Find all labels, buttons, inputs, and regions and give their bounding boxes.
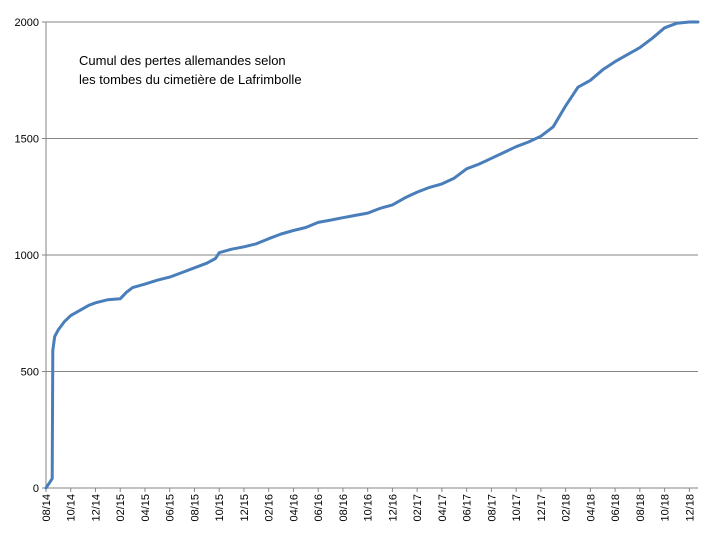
x-tick-label: 04/16 xyxy=(288,494,300,522)
x-tick-label: 10/14 xyxy=(66,494,78,522)
y-tick-labels: 0 500 1000 1500 2000 xyxy=(15,17,39,495)
y-tick-label: 1000 xyxy=(15,250,39,262)
x-tick-labels: 08/14 10/14 12/14 02/15 04/15 06/15 08/15 10/15… xyxy=(41,494,696,522)
x-tick-label: 06/17 xyxy=(462,494,474,522)
x-tick-label: 06/15 xyxy=(165,494,177,522)
x-tick-label: 12/17 xyxy=(536,494,548,522)
x-tick-label: 08/16 xyxy=(338,494,350,522)
series-layer xyxy=(44,20,700,490)
x-tick-label: 12/15 xyxy=(239,494,251,522)
annotation-line-1: Cumul des pertes allemandes selon xyxy=(79,53,286,68)
y-tick-label: 500 xyxy=(21,367,39,379)
x-tick-label: 02/17 xyxy=(412,494,424,522)
x-tick-label: 12/16 xyxy=(387,494,399,522)
x-tick-label: 12/18 xyxy=(684,494,696,522)
x-tick-label: 08/15 xyxy=(189,494,201,522)
x-tick-label: 02/16 xyxy=(264,494,276,522)
series-line-cumulative-losses xyxy=(44,20,700,490)
x-tick-label: 04/15 xyxy=(140,494,152,522)
x-tick-label: 10/15 xyxy=(214,494,226,522)
x-tick-label: 06/16 xyxy=(313,494,325,522)
x-tick-label: 02/15 xyxy=(115,494,127,522)
x-tick-label: 10/17 xyxy=(511,494,523,522)
x-tick-label: 02/18 xyxy=(561,494,573,522)
x-tick-label: 10/18 xyxy=(660,494,672,522)
x-tick-label: 08/18 xyxy=(635,494,647,522)
grid-layer xyxy=(46,21,698,372)
x-tick-label: 04/17 xyxy=(437,494,449,522)
x-tick-label: 08/14 xyxy=(41,494,53,522)
axis-layer xyxy=(42,21,698,492)
x-tick-label: 08/17 xyxy=(486,494,498,522)
x-tick-label: 06/18 xyxy=(610,494,622,522)
x-tick-label: 04/18 xyxy=(585,494,597,522)
annotation-line-2: les tombes du cimetière de Lafrimbolle xyxy=(79,72,302,87)
y-tick-label: 2000 xyxy=(15,17,39,29)
chart-annotation: Cumul des pertes allemandes selon les to… xyxy=(79,53,302,87)
x-tick-label: 12/14 xyxy=(90,494,102,522)
x-tick-label: 10/16 xyxy=(363,494,375,522)
y-tick-label: 0 xyxy=(33,483,39,495)
y-tick-label: 1500 xyxy=(15,134,39,146)
